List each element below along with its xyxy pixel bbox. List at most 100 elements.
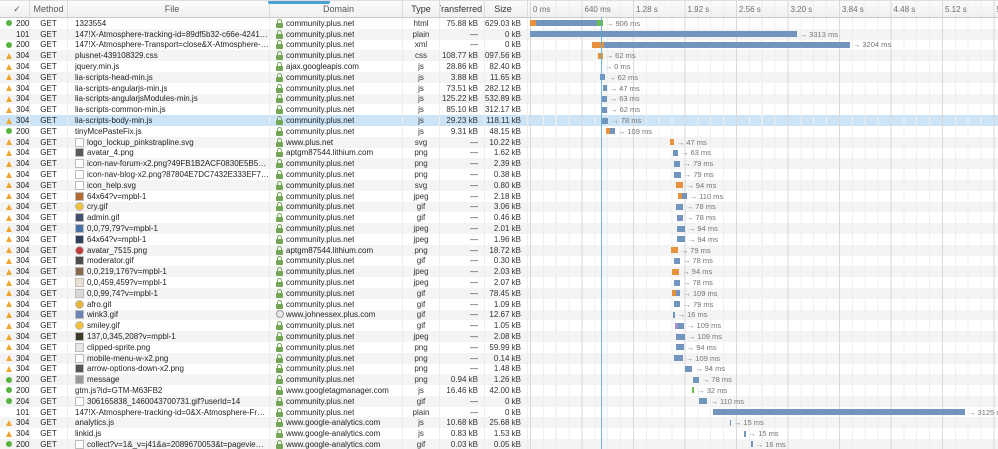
table-row[interactable]: 304 GET mobile-menu-w-x2.png community.p… [0, 352, 998, 364]
waterfall-bar[interactable]: → 78 ms [676, 202, 716, 211]
file-name: collect?v=1&_v=j41&a=2089670053&t=pagevi… [87, 439, 269, 449]
table-row[interactable]: 304 GET lia-scripts-common-min.js commun… [0, 104, 998, 116]
waterfall-bar[interactable]: → 110 ms [677, 192, 723, 201]
waterfall-bar[interactable]: → 110 ms [698, 397, 744, 406]
waterfall-bar[interactable]: → 109 ms [676, 332, 722, 341]
table-row[interactable]: 304 GET admin.gif community.plus.net gif… [0, 212, 998, 224]
table-row[interactable]: 304 GET lia-scripts-head-min.js communit… [0, 71, 998, 83]
waterfall-bar[interactable]: → 94 ms [684, 364, 725, 373]
waterfall-bar[interactable]: → 906 ms [530, 19, 640, 28]
waterfall-bar[interactable]: → 78 ms [676, 213, 716, 222]
type-cell: jpeg [403, 277, 440, 288]
waterfall-bar[interactable]: → 63 ms [672, 148, 711, 157]
table-row[interactable]: 304 GET avatar_7515.png aptgm87544.lithi… [0, 244, 998, 256]
waterfall-bar[interactable]: → 79 ms [674, 159, 713, 168]
waterfall-bar[interactable]: → 79 ms [674, 300, 713, 309]
waterfall-bar[interactable]: → 32 ms [691, 386, 727, 395]
waterfall-bar[interactable]: → 47 ms [602, 84, 640, 93]
waterfall-bar[interactable]: → 78 ms [692, 375, 732, 384]
file-name: wink3.gif [87, 310, 119, 320]
security-lock-icon [275, 170, 283, 180]
timeline-header[interactable]: 0 ms 640 ms 1.28 s 1.92 s 2.56 s 3.20 s 3.84 s… [528, 1, 998, 17]
file-thumbnail-icon [75, 224, 84, 234]
table-row[interactable]: 304 GET lia-scripts-angularjsModules-min… [0, 93, 998, 105]
waterfall-bar[interactable]: → 78 ms [673, 256, 713, 265]
table-row[interactable]: 304 GET 64x64?v=mpbl-1 community.plus.ne… [0, 190, 998, 202]
table-row[interactable]: 304 GET 0,0,99,74?v=mpbl-1 community.plu… [0, 287, 998, 299]
table-row[interactable]: 304 GET analytics.js www.google-analytic… [0, 417, 998, 429]
table-row[interactable]: 304 GET moderator.gif community.plus.net… [0, 255, 998, 267]
waterfall-bar[interactable]: → 63 ms [601, 94, 640, 103]
waterfall-bar[interactable]: → 79 ms [671, 246, 711, 255]
table-row[interactable]: 304 GET 137,0,345,208?v=mpbl-1 community… [0, 331, 998, 342]
waterfall-bar[interactable]: → 3204 ms [591, 40, 891, 49]
security-lock-icon [275, 116, 283, 126]
waterfall-bar[interactable]: → 62 ms [602, 105, 640, 114]
waterfall-bar[interactable]: → 62 ms [597, 51, 636, 60]
table-row[interactable]: 304 GET logo_lockup_pinkstrapline.svg ww… [0, 136, 998, 148]
waterfall-bar[interactable]: → 78 ms [673, 278, 713, 287]
table-row[interactable]: 304 GET 0,0,219,176?v=mpbl-1 community.p… [0, 266, 998, 278]
table-row[interactable]: 304 GET cry.gif community.plus.net gif —… [0, 201, 998, 213]
waterfall-bar[interactable]: → 47 ms [670, 138, 707, 147]
table-row[interactable]: 304 GET clipped-sprite.png community.plu… [0, 341, 998, 353]
column-header-status[interactable]: ✓ [0, 1, 30, 17]
table-row[interactable]: 304 GET jquery.min.js ajax.googleapis.co… [0, 61, 998, 72]
column-header-type[interactable]: Type [403, 1, 440, 17]
table-row[interactable]: 101 GET 147!X-Atmosphere-tracking-id=0&X… [0, 406, 998, 418]
waterfall-bar[interactable]: → 62 ms [600, 73, 638, 82]
waterfall-bar[interactable]: → 3125 ms [713, 408, 998, 417]
column-header-file[interactable]: File [68, 1, 270, 17]
waterfall-bar[interactable]: → 15 ms [744, 429, 779, 438]
table-row[interactable]: 304 GET 64x64?v=mpbl-1 community.plus.ne… [0, 233, 998, 245]
table-row[interactable]: 101 GET 147!X-Atmosphere-tracking-id=89d… [0, 28, 998, 40]
table-row[interactable]: 304 GET linkid.js www.google-analytics.c… [0, 428, 998, 440]
waterfall-duration-label: → 0 ms [604, 62, 631, 72]
table-row[interactable]: 304 GET plusnet-439108329.css community.… [0, 50, 998, 62]
table-row[interactable]: 304 GET wink3.gif www.johnessex.plus.com… [0, 309, 998, 321]
waterfall-bar[interactable]: → 15 ms [729, 418, 764, 427]
table-row[interactable]: 200 GET tinyMcePasteFix.js community.plu… [0, 125, 998, 137]
table-row[interactable]: 304 GET arrow-options-down-x2.png commun… [0, 363, 998, 375]
table-row[interactable]: 304 GET smiley.gif community.plus.net gi… [0, 320, 998, 332]
method-cell: GET [30, 201, 68, 213]
table-row[interactable]: 304 GET 0,0,459,459?v=mpbl-1 community.p… [0, 277, 998, 288]
table-row[interactable]: 304 GET icon_help.svg community.plus.net… [0, 179, 998, 191]
waterfall-bar[interactable]: → 109 ms [671, 289, 718, 298]
waterfall-bar[interactable]: → 0 ms [602, 62, 631, 72]
transferred-cell: 75.88 kB [440, 18, 485, 29]
table-row[interactable]: 304 GET icon-nav-blog-x2.png?87804E7DC74… [0, 169, 998, 180]
waterfall-bar[interactable]: → 16 ms [673, 310, 708, 319]
waterfall-bar[interactable]: → 94 ms [677, 235, 718, 244]
waterfall-bar[interactable]: → 3313 ms [530, 30, 838, 39]
table-row[interactable]: 204 GET 306165838_1460043700731.gif?user… [0, 395, 998, 407]
table-row[interactable]: 200 GET 1323554 community.plus.net html … [0, 18, 998, 29]
waterfall-bar[interactable]: → 109 ms [675, 321, 721, 330]
column-header-domain[interactable]: Domain [270, 1, 403, 17]
waterfall-bar[interactable]: → 109 ms [674, 354, 720, 363]
table-row[interactable]: 304 GET lia-scripts-angularjs-min.js com… [0, 82, 998, 94]
table-row[interactable]: 200 GET 147!X-Atmosphere-Transport=close… [0, 39, 998, 51]
table-row[interactable]: 304 GET avatar_4.png aptgm87544.lithium.… [0, 147, 998, 159]
table-row[interactable]: 200 GET collect?v=1&_v=j41&a=2089670053&… [0, 439, 998, 449]
table-row[interactable]: 200 GET message community.plus.net png 0… [0, 374, 998, 386]
table-row[interactable]: 304 GET lia-scripts-body-min.js communit… [0, 115, 998, 126]
waterfall-bar[interactable]: → 78 ms [602, 116, 641, 125]
waterfall-bar[interactable]: → 94 ms [676, 343, 717, 352]
column-header-method[interactable]: Method [30, 1, 68, 17]
table-row[interactable]: 200 GET gtm.js?id=GTM-M63FB2 www.googlet… [0, 385, 998, 396]
table-row[interactable]: 304 GET icon-nav-forum-x2.png?49FB1B2ACF… [0, 158, 998, 170]
table-row[interactable]: 304 GET 0,0,79,79?v=mpbl-1 community.plu… [0, 223, 998, 234]
waterfall-bar[interactable]: → 79 ms [674, 170, 714, 179]
domain-name: community.plus.net [286, 191, 355, 201]
waterfall-bar[interactable]: → 94 ms [675, 181, 716, 190]
column-header-transferred[interactable]: Transferred [440, 1, 485, 17]
table-row[interactable]: 304 GET afro.gif community.plus.net gif … [0, 298, 998, 310]
waterfall-bar[interactable]: → 109 ms [606, 127, 652, 136]
size-cell: 1.09 kB [485, 298, 528, 310]
status-cell: 304 [0, 93, 30, 105]
waterfall-bar[interactable]: → 16 ms [751, 440, 786, 449]
waterfall-bar[interactable]: → 94 ms [671, 267, 712, 276]
waterfall-bar[interactable]: → 94 ms [677, 224, 718, 233]
column-header-size[interactable]: Size [485, 1, 528, 17]
